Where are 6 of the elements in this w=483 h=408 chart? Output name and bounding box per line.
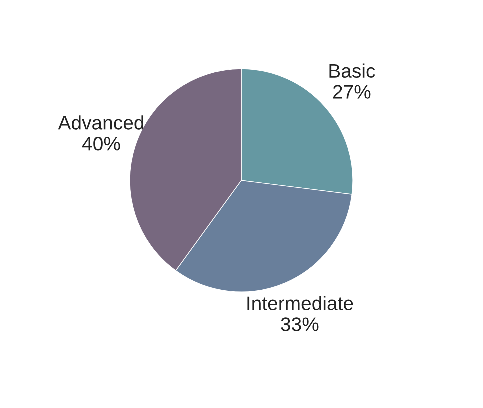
slice-label: Intermediate xyxy=(248,296,354,310)
data-label: 40% xyxy=(82,137,120,151)
slice-label: Advanced xyxy=(58,116,144,130)
data-label: 33% xyxy=(281,318,319,332)
slice-label: Basic xyxy=(330,64,376,78)
data-label: 27% xyxy=(333,85,371,99)
